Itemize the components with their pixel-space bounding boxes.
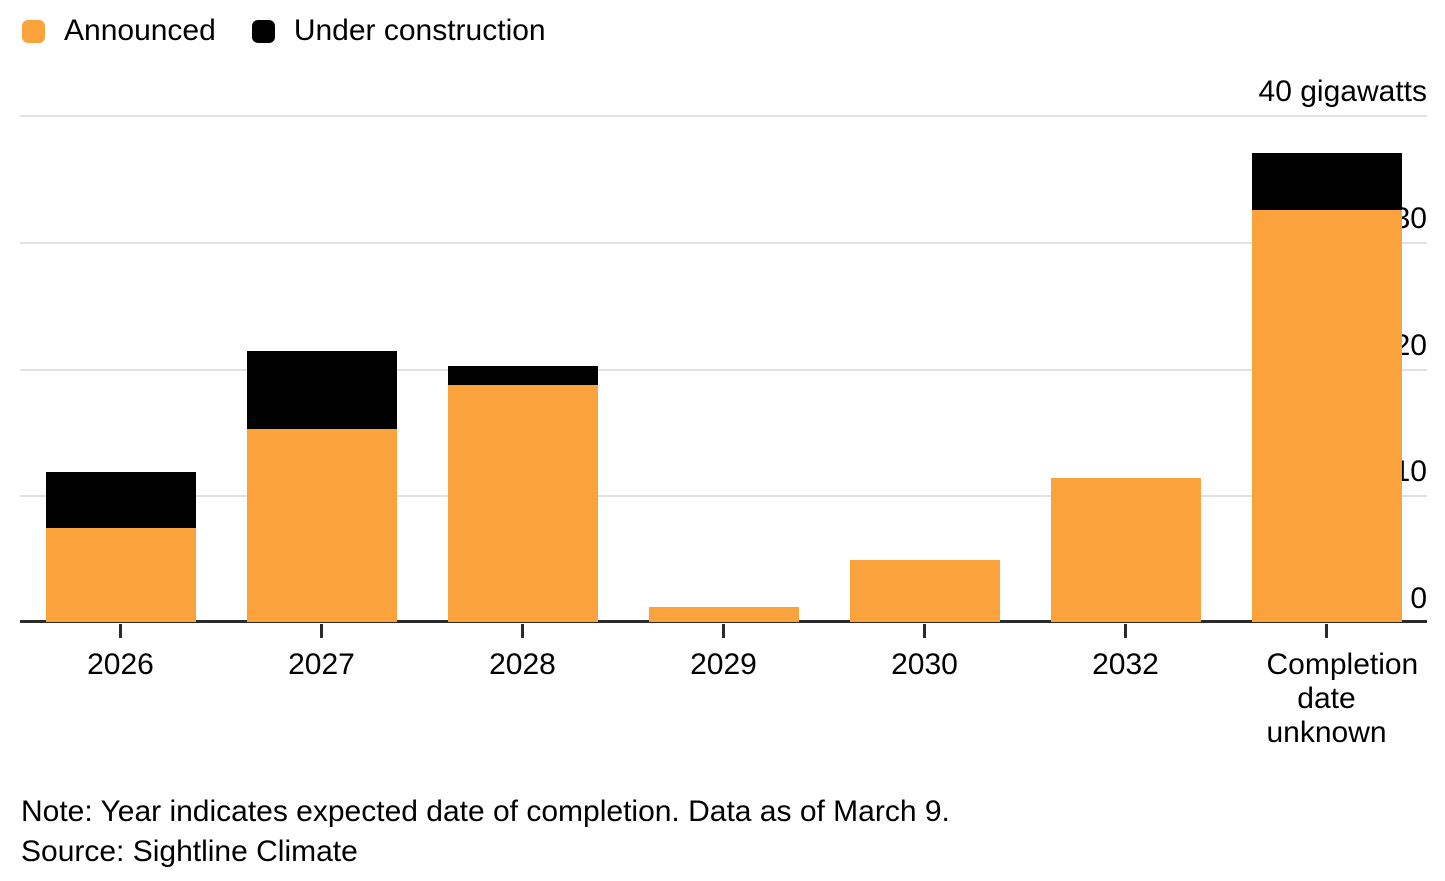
bar-segment-under-construction-completion-date-unknown bbox=[1251, 153, 1402, 211]
bar-segment-announced-2028 bbox=[447, 384, 598, 622]
bar-segment-announced-2032 bbox=[1050, 477, 1201, 622]
gridline-30 bbox=[20, 241, 1427, 244]
ytick-label-0: 0 bbox=[1410, 582, 1427, 615]
bar-segment-announced-2026 bbox=[45, 528, 196, 622]
legend-item-under-construction: Under construction bbox=[251, 14, 546, 48]
x-axis-label-2032: 2032 bbox=[1092, 648, 1159, 681]
legend-label-under-construction: Under construction bbox=[293, 14, 546, 47]
x-axis-tick-2027 bbox=[320, 624, 323, 638]
x-axis-tick-2029 bbox=[722, 624, 725, 638]
x-axis-tick-completion-date-unknown bbox=[1325, 624, 1328, 638]
bar-segment-announced-completion-date-unknown bbox=[1251, 210, 1402, 622]
x-axis-tick-2026 bbox=[119, 624, 122, 638]
bar-segment-under-construction-2026 bbox=[45, 472, 196, 529]
legend-label-announced: Announced bbox=[64, 14, 216, 47]
x-axis-label-2029: 2029 bbox=[690, 648, 757, 681]
x-axis-label-2026: 2026 bbox=[87, 648, 154, 681]
bar-segment-announced-2027 bbox=[246, 429, 397, 622]
bar-segment-announced-2030 bbox=[849, 559, 1000, 622]
legend: Announced Under construction bbox=[22, 14, 546, 48]
x-axis-tick-2032 bbox=[1124, 624, 1127, 638]
x-axis-tick-2030 bbox=[923, 624, 926, 638]
gridline-20 bbox=[20, 368, 1427, 371]
bar-segment-under-construction-2027 bbox=[246, 350, 397, 430]
x-axis-label-2030: 2030 bbox=[891, 648, 958, 681]
ytick-label-40: 40 gigawatts bbox=[1258, 75, 1427, 108]
gridline-10 bbox=[20, 495, 1427, 498]
plot-area: 0 10 20 30 40 gigawatts 2026 2027 2028 2029 2030 2… bbox=[20, 77, 1427, 749]
bar-segment-under-construction-2028 bbox=[447, 365, 598, 385]
footer: Note: Year indicates expected date of co… bbox=[21, 792, 950, 872]
source-text: Source: Sightline Climate bbox=[21, 835, 358, 868]
bar-segment-announced-2029 bbox=[648, 606, 799, 622]
x-axis-label-2027: 2027 bbox=[288, 648, 355, 681]
under-construction-swatch-icon bbox=[251, 19, 275, 43]
note-text: Note: Year indicates expected date of co… bbox=[21, 795, 950, 828]
announced-swatch-icon bbox=[22, 19, 45, 43]
gridline-40 bbox=[20, 115, 1427, 117]
x-axis-label-completion-date-unknown: Completion date unknown bbox=[1266, 648, 1419, 749]
legend-item-announced: Announced bbox=[22, 14, 216, 48]
x-axis-label-2028: 2028 bbox=[489, 648, 556, 681]
x-axis-tick-2028 bbox=[521, 624, 524, 638]
